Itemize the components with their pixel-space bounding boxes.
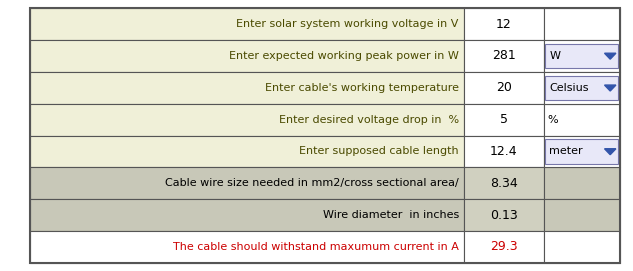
Bar	[544, 40, 620, 72]
Text: 12: 12	[496, 18, 511, 31]
Bar	[30, 136, 464, 167]
Bar	[544, 136, 620, 167]
Text: Enter solar system working voltage in V: Enter solar system working voltage in V	[236, 19, 459, 29]
Bar	[544, 104, 620, 136]
Bar	[464, 167, 544, 199]
Text: 12.4: 12.4	[490, 145, 518, 158]
Bar	[464, 199, 544, 231]
Text: W: W	[549, 51, 560, 61]
Bar	[546, 76, 618, 100]
Text: Enter expected working peak power in W: Enter expected working peak power in W	[229, 51, 459, 61]
Bar	[544, 199, 620, 231]
Bar	[464, 40, 544, 72]
Bar	[544, 167, 620, 199]
Text: Cable wire size needed in mm2/cross sectional area/: Cable wire size needed in mm2/cross sect…	[165, 178, 459, 188]
Bar	[546, 44, 618, 68]
Bar	[30, 167, 464, 199]
Polygon shape	[605, 149, 616, 155]
Text: 5: 5	[499, 113, 508, 126]
Polygon shape	[605, 53, 616, 59]
Text: Wire diameter  in inches: Wire diameter in inches	[323, 210, 459, 220]
Bar	[544, 72, 620, 104]
Text: %: %	[548, 115, 558, 125]
Bar	[464, 104, 544, 136]
Text: Celsius: Celsius	[549, 83, 589, 93]
Bar	[464, 72, 544, 104]
Bar	[30, 231, 464, 263]
Bar	[544, 231, 620, 263]
Text: 281: 281	[492, 49, 515, 62]
Bar	[30, 104, 464, 136]
Polygon shape	[605, 85, 616, 91]
Text: The cable should withstand maxumum current in A: The cable should withstand maxumum curre…	[173, 242, 459, 252]
Text: Enter cable's working temperature: Enter cable's working temperature	[265, 83, 459, 93]
Text: Enter supposed cable length: Enter supposed cable length	[299, 146, 459, 156]
Bar	[30, 8, 464, 40]
Bar	[544, 8, 620, 40]
Bar	[30, 72, 464, 104]
Text: 8.34: 8.34	[490, 177, 518, 190]
Text: Enter desired voltage drop in  %: Enter desired voltage drop in %	[279, 115, 459, 125]
Bar	[464, 231, 544, 263]
Bar	[464, 136, 544, 167]
Bar	[30, 199, 464, 231]
Text: 0.13: 0.13	[490, 209, 518, 222]
Bar	[546, 139, 618, 163]
Text: 20: 20	[496, 81, 511, 94]
Text: meter: meter	[549, 146, 583, 156]
Bar	[464, 8, 544, 40]
Bar	[30, 40, 464, 72]
Text: 29.3: 29.3	[490, 240, 518, 253]
